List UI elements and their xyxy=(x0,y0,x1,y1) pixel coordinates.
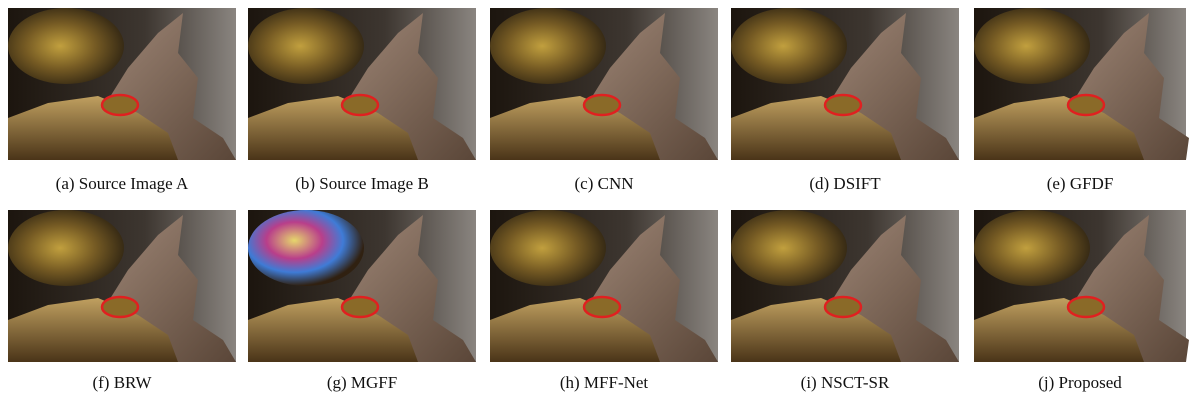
image-panel xyxy=(731,210,959,362)
image-panel xyxy=(8,8,236,160)
foreground-crystal xyxy=(974,8,1090,84)
highlight-circle xyxy=(342,95,378,115)
highlight-circle xyxy=(102,95,138,115)
foreground-crystal xyxy=(974,210,1090,286)
foreground-crystal xyxy=(8,210,124,286)
caption: (j) Proposed xyxy=(1038,373,1122,392)
highlight-circle xyxy=(1068,297,1104,317)
foreground-crystal xyxy=(490,8,606,84)
highlight-circle xyxy=(825,95,861,115)
image-panel xyxy=(974,8,1189,160)
highlight-circle xyxy=(584,297,620,317)
highlight-circle xyxy=(584,95,620,115)
foreground-crystal xyxy=(248,8,364,84)
caption: (g) MGFF xyxy=(327,373,397,392)
caption: (i) NSCT-SR xyxy=(801,373,890,392)
image-panel xyxy=(490,8,718,160)
foreground-crystal xyxy=(731,210,847,286)
image-panel xyxy=(731,8,959,160)
caption: (d) DSIFT xyxy=(809,174,881,193)
highlight-circle xyxy=(102,297,138,317)
foreground-crystal xyxy=(8,8,124,84)
image-panel xyxy=(8,210,236,362)
foreground-crystal xyxy=(731,8,847,84)
highlight-circle xyxy=(1068,95,1104,115)
foreground-crystal xyxy=(490,210,606,286)
caption: (e) GFDF xyxy=(1047,174,1114,193)
image-panel xyxy=(248,8,476,160)
image-panel xyxy=(974,210,1189,362)
highlight-circle xyxy=(825,297,861,317)
caption: (f) BRW xyxy=(92,373,152,392)
image-panel xyxy=(248,210,476,362)
highlight-circle xyxy=(342,297,378,317)
caption: (h) MFF-Net xyxy=(560,373,649,392)
foreground-crystal xyxy=(248,210,364,286)
caption: (a) Source Image A xyxy=(56,174,189,193)
caption: (c) CNN xyxy=(574,174,633,193)
caption: (b) Source Image B xyxy=(295,174,429,193)
figure: (a) Source Image A (b) Source Image B (c) … xyxy=(0,0,1191,397)
image-panel xyxy=(490,210,718,362)
